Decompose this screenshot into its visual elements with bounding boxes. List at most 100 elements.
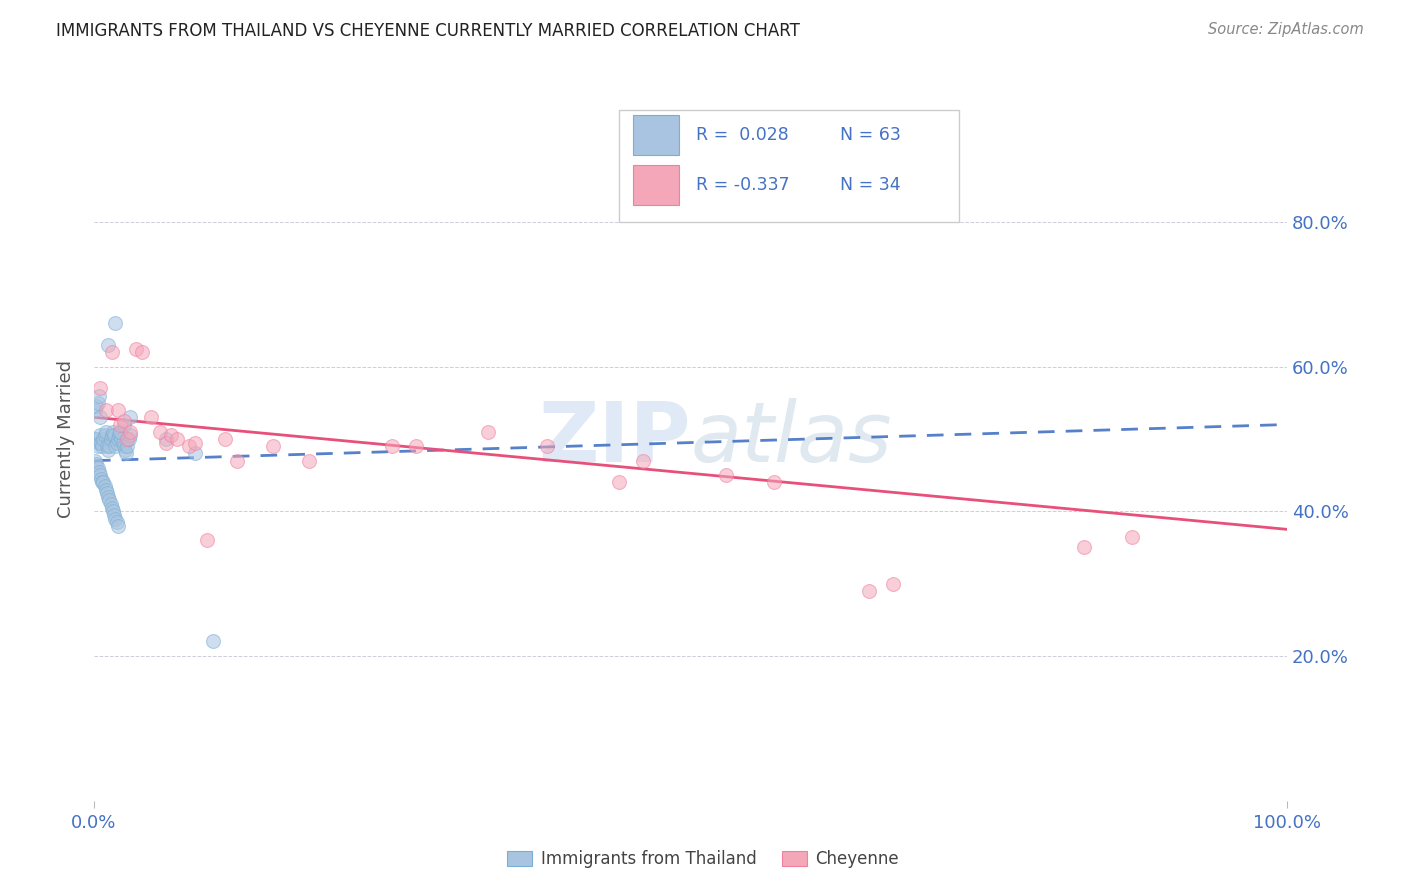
Point bbox=[118, 425, 141, 439]
Point bbox=[405, 439, 427, 453]
Point bbox=[93, 475, 115, 490]
Point bbox=[111, 435, 134, 450]
Point bbox=[103, 508, 125, 522]
Point bbox=[763, 475, 786, 490]
Point bbox=[117, 432, 139, 446]
Point bbox=[101, 500, 124, 515]
Point bbox=[131, 345, 153, 359]
Point bbox=[91, 439, 114, 453]
Point bbox=[90, 472, 112, 486]
Point bbox=[94, 483, 117, 497]
Text: IMMIGRANTS FROM THAILAND VS CHEYENNE CURRENTLY MARRIED CORRELATION CHART: IMMIGRANTS FROM THAILAND VS CHEYENNE CUR… bbox=[56, 22, 800, 40]
Text: ZIP: ZIP bbox=[538, 399, 690, 480]
Point bbox=[87, 388, 110, 402]
Legend: Immigrants from Thailand, Cheyenne: Immigrants from Thailand, Cheyenne bbox=[501, 844, 905, 875]
Point bbox=[86, 457, 108, 471]
Point bbox=[117, 432, 139, 446]
Point bbox=[141, 410, 163, 425]
Text: N = 63: N = 63 bbox=[839, 126, 900, 144]
Point bbox=[94, 425, 117, 439]
Point bbox=[112, 414, 135, 428]
FancyBboxPatch shape bbox=[619, 110, 959, 222]
Point bbox=[117, 439, 139, 453]
Point bbox=[107, 432, 129, 446]
Point bbox=[214, 432, 236, 446]
Point bbox=[97, 490, 120, 504]
Point bbox=[89, 468, 111, 483]
Point bbox=[108, 428, 131, 442]
Point bbox=[101, 428, 124, 442]
Point bbox=[86, 461, 108, 475]
Point bbox=[105, 515, 128, 529]
Point bbox=[195, 533, 218, 548]
Point bbox=[108, 425, 131, 439]
Point bbox=[97, 442, 120, 457]
Point bbox=[84, 432, 107, 446]
Point bbox=[110, 432, 132, 446]
Point bbox=[100, 432, 122, 446]
Point bbox=[100, 497, 122, 511]
Point bbox=[96, 486, 118, 500]
Point bbox=[86, 400, 108, 414]
Point bbox=[716, 468, 738, 483]
Point bbox=[98, 439, 121, 453]
Point bbox=[86, 432, 108, 446]
Point bbox=[93, 479, 115, 493]
Point bbox=[104, 439, 127, 453]
Point bbox=[94, 403, 117, 417]
Point bbox=[631, 453, 654, 467]
Point bbox=[86, 396, 108, 410]
Point bbox=[90, 435, 112, 450]
Point bbox=[226, 453, 249, 467]
Y-axis label: Currently Married: Currently Married bbox=[58, 360, 75, 518]
Point bbox=[105, 435, 128, 450]
Point bbox=[155, 432, 177, 446]
Point bbox=[112, 439, 135, 453]
Point bbox=[381, 439, 404, 453]
Point bbox=[112, 417, 135, 432]
Point bbox=[114, 442, 136, 457]
Point bbox=[202, 634, 225, 648]
Point bbox=[84, 403, 107, 417]
Text: R = -0.337: R = -0.337 bbox=[696, 177, 790, 194]
Point bbox=[477, 425, 499, 439]
Point bbox=[89, 428, 111, 442]
Point bbox=[104, 511, 127, 525]
Point bbox=[184, 435, 207, 450]
Text: R =  0.028: R = 0.028 bbox=[696, 126, 789, 144]
Point bbox=[148, 425, 170, 439]
Point bbox=[86, 439, 108, 453]
Point bbox=[858, 583, 880, 598]
Point bbox=[125, 342, 148, 356]
Point bbox=[89, 410, 111, 425]
Point bbox=[607, 475, 630, 490]
Point bbox=[882, 576, 904, 591]
Point bbox=[93, 432, 115, 446]
Bar bbox=[633, 115, 679, 155]
Point bbox=[93, 428, 115, 442]
Point bbox=[536, 439, 558, 453]
Point bbox=[84, 453, 107, 467]
Point bbox=[89, 381, 111, 395]
Text: Source: ZipAtlas.com: Source: ZipAtlas.com bbox=[1208, 22, 1364, 37]
Point bbox=[1073, 541, 1095, 555]
Point bbox=[115, 446, 138, 460]
Point bbox=[155, 435, 177, 450]
Point bbox=[108, 417, 131, 432]
Point bbox=[1121, 530, 1143, 544]
Point bbox=[97, 338, 120, 352]
Point bbox=[262, 439, 284, 453]
Point bbox=[184, 446, 207, 460]
Point bbox=[101, 425, 124, 439]
Point bbox=[166, 432, 188, 446]
Point bbox=[104, 316, 127, 330]
Point bbox=[87, 465, 110, 479]
Point bbox=[96, 439, 118, 453]
Point bbox=[101, 504, 124, 518]
Point bbox=[107, 518, 129, 533]
Point bbox=[107, 403, 129, 417]
Point bbox=[87, 435, 110, 450]
Text: atlas: atlas bbox=[690, 399, 893, 480]
Text: N = 34: N = 34 bbox=[839, 177, 900, 194]
Point bbox=[108, 425, 131, 439]
